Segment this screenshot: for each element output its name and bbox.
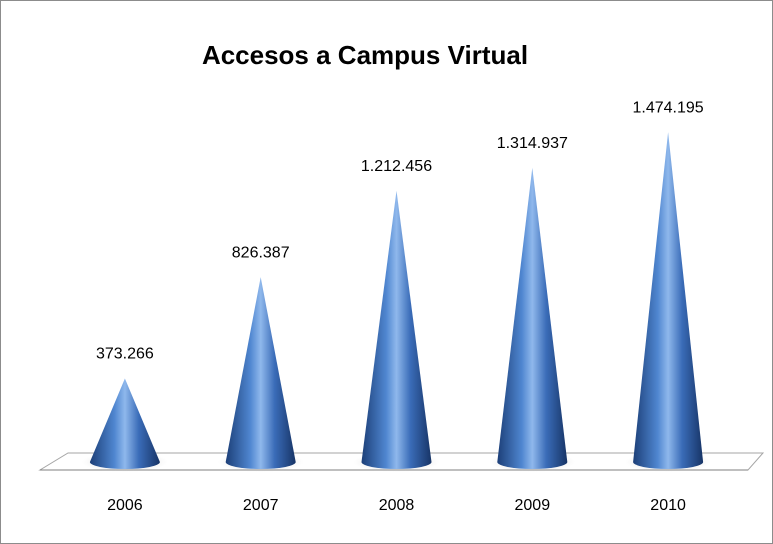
cone — [225, 277, 296, 469]
data-label: 1.212.456 — [361, 158, 432, 175]
chart-title: Accesos a Campus Virtual — [202, 40, 528, 70]
x-tick-label: 2007 — [243, 497, 279, 514]
cone — [361, 190, 432, 470]
data-label: 373.266 — [96, 346, 154, 363]
cone — [633, 132, 704, 469]
cone — [89, 378, 160, 469]
x-tick-label: 2010 — [650, 497, 686, 514]
x-tick-label: 2006 — [107, 497, 143, 514]
data-label: 826.387 — [232, 244, 290, 261]
data-label: 1.474.195 — [633, 99, 704, 116]
x-tick-label: 2009 — [515, 497, 551, 514]
data-label: 1.314.937 — [497, 135, 568, 152]
cone — [497, 167, 568, 469]
x-tick-label: 2008 — [379, 497, 415, 514]
